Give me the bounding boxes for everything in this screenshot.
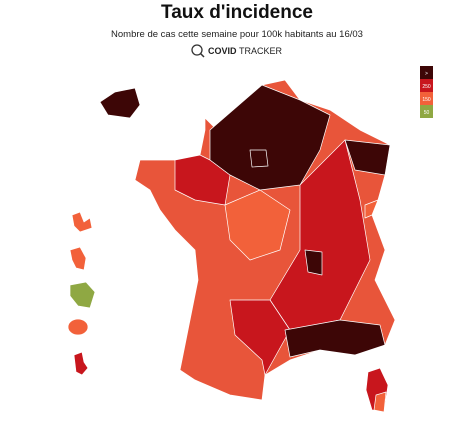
- subtitle: Nombre de cas cette semaine pour 100k ha…: [111, 29, 363, 40]
- legend-swatch: [420, 105, 433, 118]
- legend-label: 50: [424, 110, 430, 116]
- legend: >250 150 50: [420, 66, 433, 118]
- france-map: [99, 79, 396, 413]
- legend-label: 150: [422, 97, 431, 103]
- brand-bold: COVID: [208, 46, 237, 56]
- legend-swatch: [420, 92, 433, 105]
- legend-swatch: [420, 79, 433, 92]
- brand-light: TRACKER: [239, 46, 283, 56]
- legend-swatch: [420, 66, 433, 79]
- legend-label: >: [425, 71, 428, 77]
- overseas-territories: [67, 211, 96, 376]
- title: Taux d'incidence: [161, 2, 313, 23]
- legend-label: 250: [422, 84, 431, 90]
- brand-logo: COVID TRACKER: [191, 44, 283, 58]
